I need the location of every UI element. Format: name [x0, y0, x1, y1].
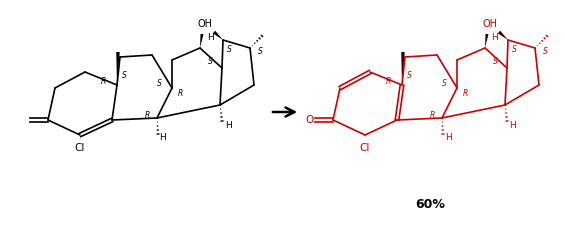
- Text: H: H: [160, 134, 166, 143]
- Text: R: R: [177, 88, 182, 97]
- Text: S: S: [542, 46, 547, 55]
- Polygon shape: [401, 52, 405, 85]
- Text: R: R: [145, 110, 150, 119]
- Text: 60%: 60%: [415, 198, 445, 212]
- Text: H: H: [445, 134, 451, 143]
- Text: H: H: [492, 33, 498, 43]
- Text: R: R: [385, 77, 390, 86]
- Text: Cl: Cl: [75, 143, 85, 153]
- Text: H: H: [510, 121, 516, 130]
- Text: S: S: [121, 72, 127, 80]
- Text: H: H: [207, 33, 214, 43]
- Text: O: O: [305, 115, 313, 125]
- Text: OH: OH: [198, 19, 212, 29]
- Polygon shape: [213, 31, 223, 40]
- Polygon shape: [116, 52, 120, 85]
- Text: S: S: [157, 79, 162, 88]
- Text: S: S: [407, 72, 411, 80]
- Text: S: S: [493, 58, 497, 67]
- Text: R: R: [101, 77, 106, 86]
- Text: S: S: [511, 45, 516, 54]
- Polygon shape: [200, 34, 203, 48]
- Polygon shape: [498, 31, 508, 40]
- Polygon shape: [485, 34, 489, 48]
- Text: S: S: [207, 58, 212, 67]
- Text: Cl: Cl: [360, 143, 370, 153]
- Text: R: R: [429, 110, 434, 119]
- Text: S: S: [258, 46, 262, 55]
- Text: OH: OH: [483, 19, 498, 29]
- Text: H: H: [225, 121, 232, 130]
- Text: S: S: [442, 79, 446, 88]
- Text: R: R: [462, 88, 468, 97]
- Text: S: S: [227, 45, 232, 54]
